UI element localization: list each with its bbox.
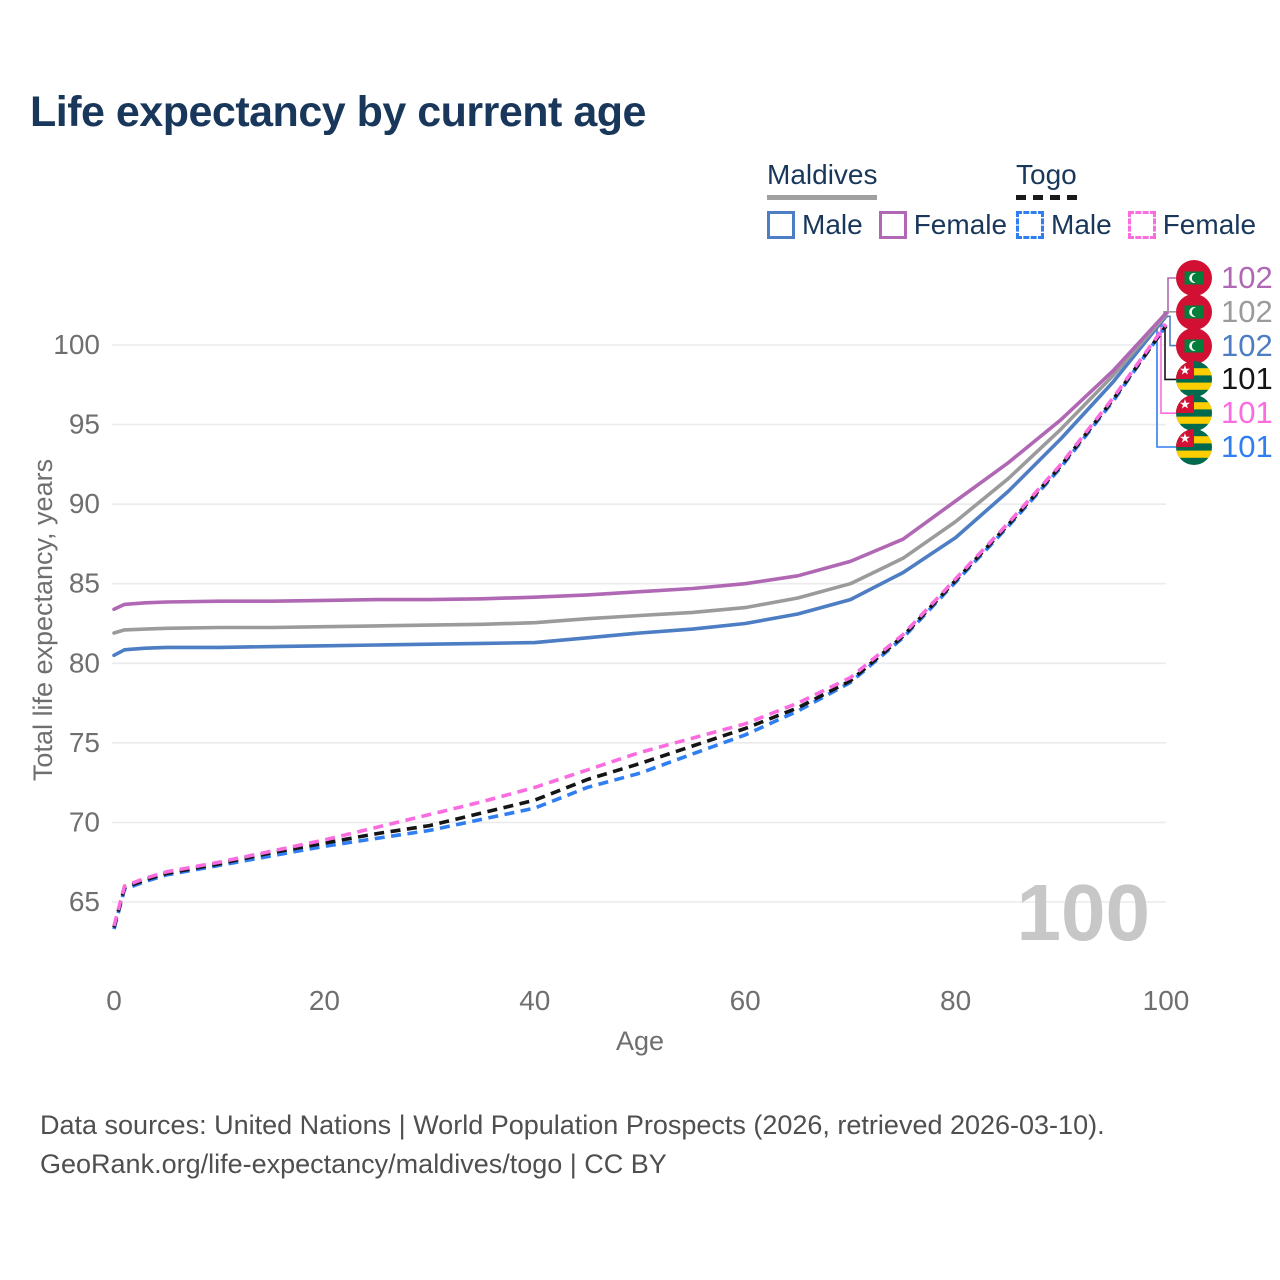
series-line-maldives-female — [112, 311, 1168, 612]
y-tick-label: 80 — [69, 647, 100, 678]
series-lines — [112, 311, 1168, 930]
maldives-flag-icon — [1176, 327, 1212, 364]
y-tick-label: 95 — [69, 409, 100, 440]
legend-item-maldives-male[interactable]: Male — [767, 209, 863, 241]
x-axis-ticks: 0 20 40 60 80 100 — [106, 985, 1189, 1016]
x-tick-label: 0 — [106, 985, 122, 1016]
maldives-male-swatch-icon — [767, 210, 795, 239]
togo-flag-icon: ★ — [1176, 429, 1212, 465]
legend-item-togo-female[interactable]: Female — [1127, 208, 1257, 241]
y-axis-ticks: 65 70 75 80 85 90 95 100 — [53, 329, 100, 917]
legend-item-label: Male — [1051, 208, 1112, 240]
legend-title-togo[interactable]: Togo — [1016, 159, 1077, 200]
maldives-flag-icon — [1176, 293, 1212, 330]
series-line-togo-female — [112, 323, 1168, 927]
leader-line — [1156, 325, 1176, 448]
x-tick-label: 60 — [730, 985, 761, 1016]
data-source-note: Data sources: United Nations | World Pop… — [40, 1106, 1105, 1184]
x-axis-label: Age — [616, 1026, 664, 1056]
maldives-flag-icon — [1176, 260, 1212, 296]
leader-line — [1166, 315, 1176, 347]
legend-item-maldives-female[interactable]: Female — [878, 208, 1008, 241]
svg-text:★: ★ — [1179, 397, 1191, 412]
leader-line — [1160, 323, 1176, 414]
y-tick-label: 75 — [69, 727, 100, 758]
page-title: Life expectancy by current age — [30, 88, 646, 136]
legend-item-label: Male — [802, 208, 863, 240]
leader-line — [1166, 277, 1176, 314]
watermark: 100 — [1017, 868, 1150, 957]
end-value: 102 — [1221, 293, 1273, 329]
series-end-label-togo-total: ★ 101 — [1176, 361, 1273, 398]
y-tick-label: 100 — [53, 329, 100, 360]
end-value: 101 — [1221, 395, 1273, 431]
y-tick-label: 90 — [69, 488, 100, 519]
x-tick-label: 100 — [1143, 985, 1190, 1016]
legend-item-label: Female — [1162, 208, 1257, 240]
x-tick-label: 40 — [519, 985, 550, 1016]
gridlines — [112, 344, 1166, 903]
end-value: 101 — [1221, 429, 1273, 464]
svg-text:★: ★ — [1179, 431, 1191, 446]
y-tick-label: 65 — [69, 886, 100, 917]
series-end-label-maldives-male: 102 — [1176, 327, 1273, 364]
end-value: 102 — [1221, 327, 1273, 363]
series-end-label-maldives-female: 102 — [1176, 260, 1273, 296]
source-line-1: Data sources: United Nations | World Pop… — [40, 1110, 1105, 1140]
end-value: 102 — [1221, 260, 1273, 295]
series-end-label-togo-male: ★ 101 — [1176, 429, 1273, 465]
legend-item-label: Female — [913, 208, 1008, 240]
series-end-label-maldives-total: 102 — [1176, 293, 1273, 330]
togo-flag-icon: ★ — [1176, 395, 1212, 432]
y-tick-label: 70 — [69, 806, 100, 837]
togo-flag-icon: ★ — [1176, 361, 1212, 398]
svg-text:★: ★ — [1179, 363, 1191, 378]
togo-female-swatch-icon — [1127, 210, 1156, 239]
legend-title-maldives[interactable]: Maldives — [767, 159, 878, 200]
y-axis-label: Total life expectancy, years — [28, 459, 58, 781]
x-tick-label: 20 — [309, 985, 340, 1016]
end-value: 101 — [1221, 361, 1273, 397]
togo-male-swatch-icon — [1016, 210, 1044, 239]
source-line-2: GeoRank.org/life-expectancy/maldives/tog… — [40, 1149, 667, 1180]
maldives-female-swatch-icon — [878, 210, 907, 239]
series-line-maldives-total — [112, 312, 1168, 635]
x-tick-label: 80 — [940, 985, 971, 1016]
legend-item-togo-male[interactable]: Male — [1016, 209, 1112, 241]
series-end-label-togo-female: ★ 101 — [1176, 395, 1273, 432]
y-tick-label: 85 — [69, 568, 100, 599]
legend-group-togo: Togo Male Female — [1016, 159, 1272, 241]
leader-lines — [1156, 277, 1176, 448]
legend-group-maldives: Maldives Male Female — [767, 159, 1023, 241]
series-line-maldives-male — [112, 314, 1168, 658]
